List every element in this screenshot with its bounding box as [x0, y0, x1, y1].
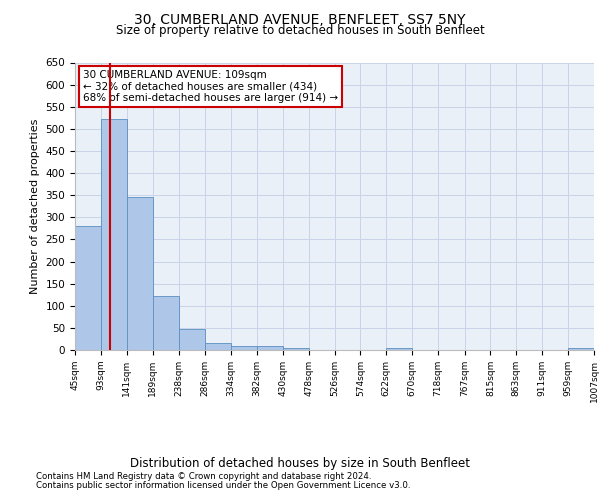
Bar: [127, 198, 152, 350]
Text: 30, CUMBERLAND AVENUE, BENFLEET, SS7 5NY: 30, CUMBERLAND AVENUE, BENFLEET, SS7 5NY: [134, 12, 466, 26]
Bar: [75, 226, 101, 350]
Bar: [283, 348, 308, 350]
Bar: [152, 296, 179, 350]
Bar: [101, 118, 127, 350]
Bar: [386, 348, 412, 350]
Bar: [257, 346, 283, 350]
Bar: [205, 343, 231, 350]
Text: Contains public sector information licensed under the Open Government Licence v3: Contains public sector information licen…: [36, 481, 410, 490]
Text: 30 CUMBERLAND AVENUE: 109sqm
← 32% of detached houses are smaller (434)
68% of s: 30 CUMBERLAND AVENUE: 109sqm ← 32% of de…: [83, 70, 338, 103]
Text: Distribution of detached houses by size in South Benfleet: Distribution of detached houses by size …: [130, 458, 470, 470]
Text: Size of property relative to detached houses in South Benfleet: Size of property relative to detached ho…: [116, 24, 484, 37]
Bar: [179, 329, 205, 350]
Bar: [568, 348, 594, 350]
Text: Contains HM Land Registry data © Crown copyright and database right 2024.: Contains HM Land Registry data © Crown c…: [36, 472, 371, 481]
Bar: [231, 346, 257, 350]
Y-axis label: Number of detached properties: Number of detached properties: [30, 118, 40, 294]
